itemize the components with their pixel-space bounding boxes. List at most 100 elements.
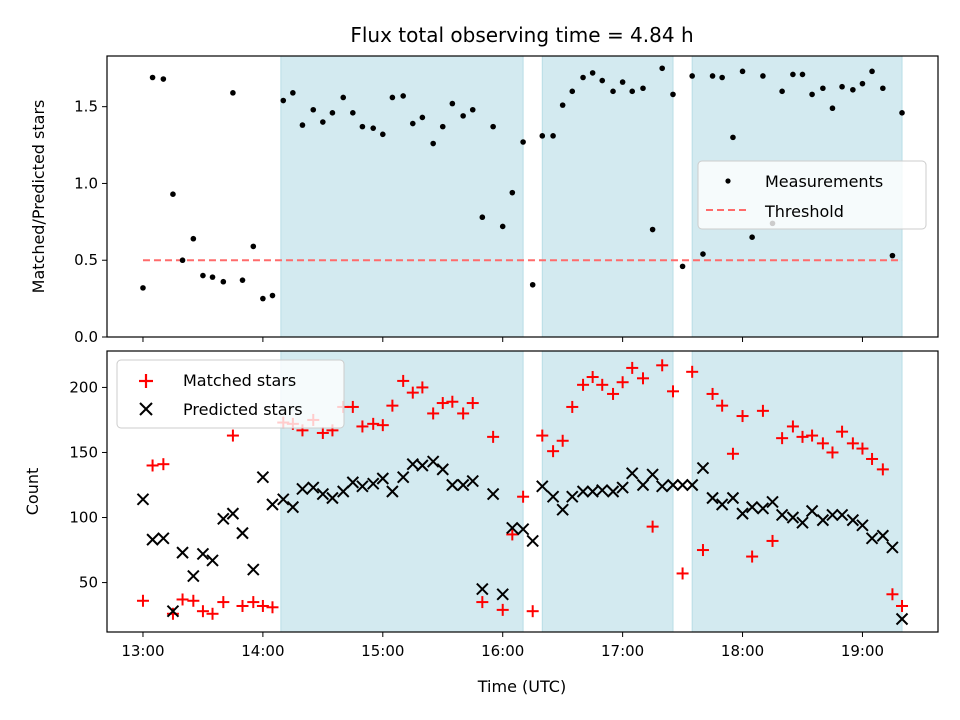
measurement-point: [869, 68, 875, 75]
matched-star-point: [706, 387, 719, 400]
measurement-point: [370, 125, 377, 131]
matched-star-point: [446, 395, 459, 408]
predicted-star-point: [157, 532, 170, 545]
matched-star-point: [397, 374, 410, 387]
predicted-star-point: [466, 474, 479, 488]
measurement-point: [709, 73, 716, 79]
measurement-point: [559, 102, 566, 108]
matched-star-point: [247, 596, 260, 609]
legend-matched-marker: [139, 374, 153, 388]
measurement-point: [409, 120, 416, 127]
x-tick-label: 17:00: [601, 642, 644, 660]
bottom-legend-box: [116, 359, 345, 429]
predicted-star-point: [636, 478, 650, 492]
measurement-point: [380, 131, 386, 138]
predicted-star-point: [576, 485, 590, 498]
legend-predicted-label: Predicted stars: [183, 400, 303, 419]
measurement-point: [629, 88, 636, 95]
measurement-point: [230, 90, 236, 96]
matched-star-point: [726, 447, 739, 460]
measurement-point: [649, 226, 656, 233]
measurement-point: [419, 114, 426, 121]
matched-star-point: [577, 378, 590, 391]
matched-star-point: [487, 430, 500, 443]
matched-star-point: [746, 550, 759, 563]
matched-star-point: [666, 385, 679, 398]
matched-star-point: [637, 372, 650, 385]
matched-star-point: [846, 437, 859, 450]
bottom-legend: Matched stars Predicted stars: [116, 359, 345, 429]
predicted-star-point: [526, 534, 539, 548]
predicted-star-point: [655, 480, 669, 493]
measurement-point: [640, 85, 646, 92]
predicted-star-point: [715, 498, 729, 511]
matched-star-point: [367, 417, 380, 430]
predicted-star-point: [796, 516, 809, 529]
bottom-panel: 50 100 150 200 13:00 14:00 15:00 16:00 17:00 18:…: [23, 350, 939, 696]
matched-star-point: [806, 429, 819, 442]
predicted-star-point: [136, 493, 150, 506]
bottom-y-axis-label: Count: [23, 468, 42, 516]
matched-star-point: [566, 400, 579, 413]
matched-star-point: [596, 378, 609, 391]
matched-star-point: [376, 419, 389, 432]
predicted-star-point: [805, 504, 819, 518]
measurement-point: [539, 133, 546, 139]
predicted-star-point: [606, 485, 620, 498]
predicted-star-point: [886, 541, 899, 554]
measurement-point: [569, 88, 576, 95]
shaded-interval-3: [691, 350, 903, 633]
measurement-point: [760, 73, 766, 79]
predicted-star-point: [546, 490, 560, 503]
measurement-point: [529, 281, 536, 288]
measurement-point: [850, 86, 856, 93]
predicted-star-point: [266, 498, 279, 511]
predicted-star-point: [326, 491, 339, 505]
predicted-star-point: [307, 481, 320, 494]
matched-star-point: [896, 599, 909, 612]
matched-star-point: [756, 404, 769, 417]
predicted-star-point: [646, 468, 659, 481]
matched-star-point: [547, 445, 560, 458]
predicted-star-point: [416, 459, 429, 472]
matched-star-point: [886, 588, 899, 601]
top-axes-frame: [106, 55, 939, 338]
measurement-point: [329, 110, 336, 116]
measurement-point: [889, 252, 896, 259]
measurement-point: [490, 123, 496, 130]
matched-star-point: [826, 446, 839, 459]
predicted-star-point: [876, 529, 890, 542]
legend-measurements-label: Measurements: [765, 172, 883, 191]
y-tick-label: 0.5: [74, 251, 98, 269]
predicted-star-point: [756, 502, 770, 515]
predicted-star-point: [337, 485, 350, 498]
measurement-point: [659, 65, 665, 72]
predicted-star-point: [895, 612, 909, 626]
predicted-star-point: [286, 500, 300, 514]
measurement-point: [580, 74, 586, 81]
top-legend: Measurements Threshold: [697, 160, 927, 230]
matched-star-point: [427, 407, 440, 420]
matched-star-point: [457, 407, 470, 420]
predicted-star-point: [516, 523, 530, 536]
matched-star-point: [646, 520, 659, 533]
predicted-star-point: [596, 483, 609, 497]
predicted-star-point: [616, 481, 629, 494]
measurement-point: [739, 68, 746, 75]
measurement-point: [479, 214, 486, 221]
predicted-star-point: [775, 508, 789, 522]
measurement-point: [499, 223, 506, 230]
predicted-star-point: [176, 546, 189, 559]
measurement-point: [809, 91, 815, 98]
measurement-point: [460, 113, 466, 119]
top-panel: 0.0 0.5 1.0 1.5 Matched/Predicted stars Mea…: [29, 55, 939, 346]
matched-star-point: [476, 596, 489, 609]
measurement-point: [719, 74, 725, 81]
measurement-point: [880, 85, 886, 92]
matched-star-point: [836, 425, 849, 438]
predicted-star-point: [166, 604, 180, 618]
top-x-ticks: [142, 337, 863, 342]
predicted-star-point: [346, 476, 360, 489]
bottom-y-ticks: 50 100 150 200: [69, 378, 107, 592]
measurement-point: [829, 105, 836, 112]
